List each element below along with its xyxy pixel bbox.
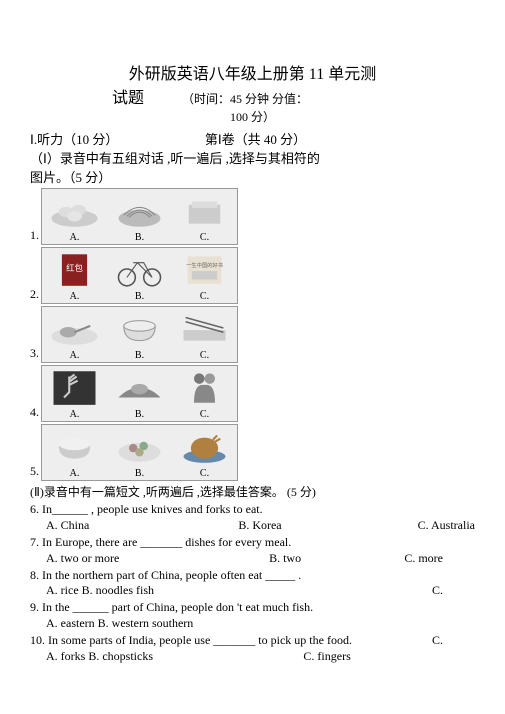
question-number: 5. bbox=[30, 464, 39, 481]
image-option: A. bbox=[42, 425, 107, 480]
score-total: 100 分） bbox=[30, 108, 475, 125]
image-option: A. bbox=[42, 307, 107, 362]
options-7: A. two or more B. two C. more bbox=[30, 551, 475, 566]
part2-instruction: (Ⅱ)录音中有一篇短文 ,听两遍后 ,选择最佳答案。 (5 分) bbox=[30, 483, 475, 500]
image-option: B. bbox=[107, 307, 172, 362]
options-8: A. rice B. noodles fish C. bbox=[30, 583, 475, 598]
image-option: C. bbox=[172, 189, 237, 244]
part1-instruction2: 图片。（5 分） bbox=[30, 167, 475, 186]
svg-text:红包: 红包 bbox=[66, 263, 83, 273]
part1-instruction: （Ⅰ）录音中有五组对话 ,听一遍后 ,选择与其相符的 bbox=[30, 148, 475, 167]
options-10: A. forks B. chopsticks C. fingers bbox=[30, 649, 475, 664]
time-score: （时间：45 分钟 分值： bbox=[182, 92, 308, 106]
question-10: 10. In some parts of India, people use _… bbox=[30, 632, 475, 649]
question-number: 1. bbox=[30, 228, 39, 245]
question-number: 2. bbox=[30, 287, 39, 304]
image-option: B. bbox=[107, 189, 172, 244]
title-block: 外研版英语八年级上册第 11 单元测 试题 （时间：45 分钟 分值： 100 … bbox=[30, 60, 475, 125]
options-9: A. eastern B. western southern bbox=[30, 616, 475, 631]
image-option: 一生中国的好书 C. bbox=[172, 248, 237, 303]
image-row-1: 1. A. B. C. bbox=[30, 188, 475, 245]
listening-label: Ⅰ.听力（10 分） bbox=[30, 132, 118, 147]
title-main: 外研版英语八年级上册第 11 单元测 bbox=[30, 60, 475, 84]
image-row-2: 2. 红包 A. B. 一生中国的好书 C. bbox=[30, 247, 475, 304]
question-7: 7. In Europe, there are _______ dishes f… bbox=[30, 534, 475, 551]
image-option: 红包 A. bbox=[42, 248, 107, 303]
section-header: Ⅰ.听力（10 分） 第Ⅰ卷（共 40 分） bbox=[30, 129, 475, 148]
question-9: 9. In the ______ part of China, people d… bbox=[30, 599, 475, 616]
title-sub: 试题 （时间：45 分钟 分值： bbox=[30, 84, 475, 108]
question-number: 4. bbox=[30, 405, 39, 422]
svg-text:一生中国的好书: 一生中国的好书 bbox=[186, 261, 223, 269]
image-row-5: 5. A. B. C. bbox=[30, 424, 475, 481]
image-option: B. bbox=[107, 425, 172, 480]
image-row-4: 4. A. B. C. bbox=[30, 365, 475, 422]
image-option: C. bbox=[172, 366, 237, 421]
image-option: B. bbox=[107, 248, 172, 303]
paper1-label: 第Ⅰ卷（共 40 分） bbox=[205, 132, 306, 147]
image-option: B. bbox=[107, 366, 172, 421]
options-6: A. China B. Korea C. Australia bbox=[30, 518, 475, 533]
question-number: 3. bbox=[30, 346, 39, 363]
question-6: 6. In______ , people use knives and fork… bbox=[30, 501, 475, 518]
image-option: A. bbox=[42, 189, 107, 244]
question-8: 8. In the northern part of China, people… bbox=[30, 567, 475, 584]
image-option: A. bbox=[42, 366, 107, 421]
image-row-3: 3. A. B. C. bbox=[30, 306, 475, 363]
image-option: C. bbox=[172, 425, 237, 480]
image-option: C. bbox=[172, 307, 237, 362]
